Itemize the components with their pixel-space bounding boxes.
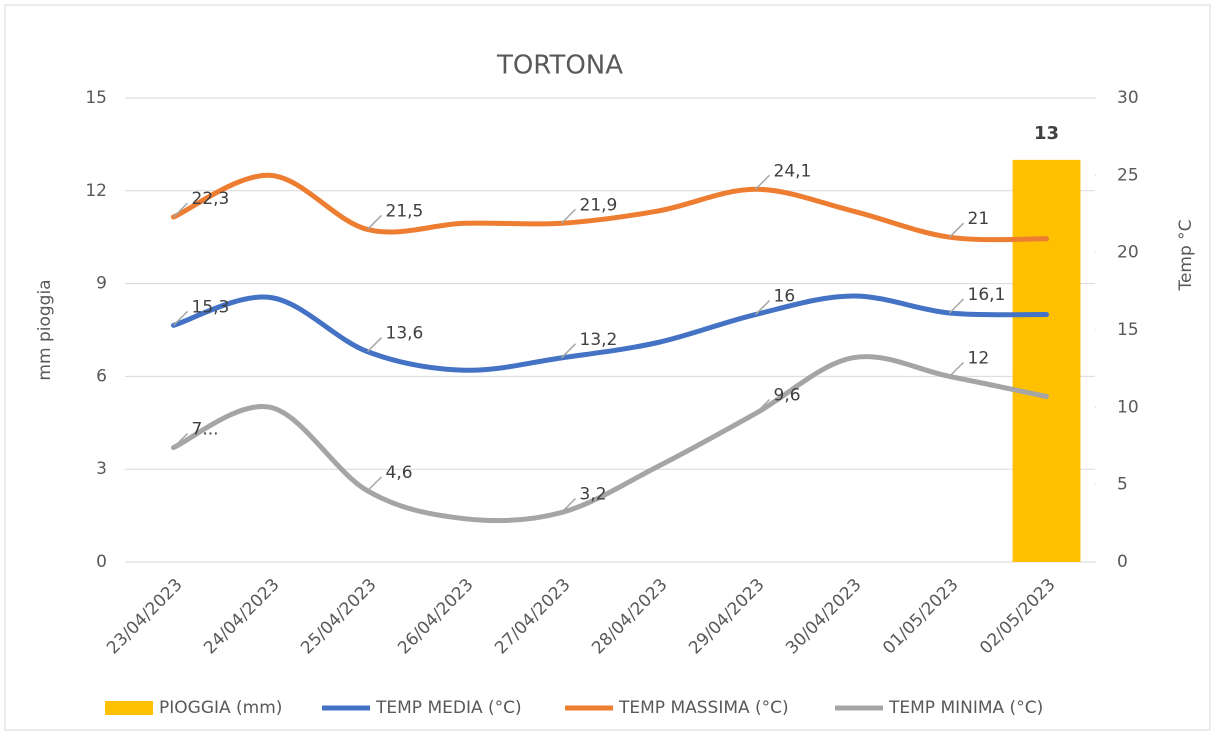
bar	[1012, 159, 1081, 562]
data-label: 21	[968, 209, 990, 229]
leader-line	[366, 337, 383, 353]
y2-tick-label: 25	[1117, 165, 1139, 185]
leader-line	[366, 214, 383, 230]
leader-line	[560, 343, 577, 359]
y-axis-title: mm pioggia	[35, 279, 55, 380]
y-tick-label: 15	[85, 88, 107, 108]
y-tick-label: 6	[96, 366, 107, 386]
y-tick-label: 12	[85, 181, 107, 201]
legend-label: PIOGGIA (mm)	[159, 698, 282, 718]
line	[171, 354, 1049, 524]
chart-title: TORTONA	[496, 51, 623, 81]
data-label: 7...	[192, 420, 219, 440]
y2-tick-label: 0	[1117, 552, 1128, 572]
y2-tick-label: 10	[1117, 397, 1139, 417]
leader-line	[366, 476, 383, 492]
data-label: 16,1	[968, 285, 1006, 305]
y2-tick-label: 30	[1117, 88, 1139, 108]
legend-label: TEMP MASSIMA (°C)	[618, 698, 789, 718]
data-label: 21,9	[580, 195, 618, 215]
leader-line	[172, 433, 189, 449]
leader-line	[172, 310, 189, 326]
data-label: 15,3	[192, 297, 230, 317]
legend-label: TEMP MINIMA (°C)	[888, 698, 1043, 718]
leader-line	[754, 174, 771, 190]
data-label: 4,6	[386, 463, 413, 483]
y2-tick-label: 20	[1117, 243, 1139, 263]
line	[171, 293, 1049, 373]
data-label: 24,1	[774, 161, 812, 181]
legend-label: TEMP MEDIA (°C)	[375, 698, 522, 718]
leader-line	[560, 497, 577, 514]
y-tick-label: 0	[96, 552, 107, 572]
line	[171, 172, 1049, 243]
y2-tick-label: 5	[1117, 475, 1128, 495]
y-tick-label: 3	[96, 459, 107, 479]
leader-line	[948, 361, 965, 377]
data-label: 22,3	[192, 189, 230, 209]
legend-swatch	[105, 701, 153, 715]
leader-line	[754, 300, 771, 316]
data-label: 13	[1034, 123, 1059, 144]
data-label: 12	[968, 348, 990, 368]
leader-line	[948, 222, 965, 238]
data-label: 9,6	[774, 386, 801, 406]
data-label: 16	[774, 287, 796, 307]
y2-tick-label: 15	[1117, 320, 1139, 340]
y2-axis-title: Temp °C	[1176, 219, 1196, 291]
leader-line	[560, 208, 577, 224]
data-label: 13,6	[386, 324, 424, 344]
data-label: 3,2	[580, 485, 607, 505]
y-tick-label: 9	[96, 274, 107, 294]
data-label: 21,5	[386, 201, 424, 221]
chart-border	[4, 4, 1211, 731]
leader-line	[754, 398, 771, 415]
leader-line	[948, 298, 965, 314]
leader-line	[172, 202, 189, 218]
data-label: 13,2	[580, 330, 618, 350]
